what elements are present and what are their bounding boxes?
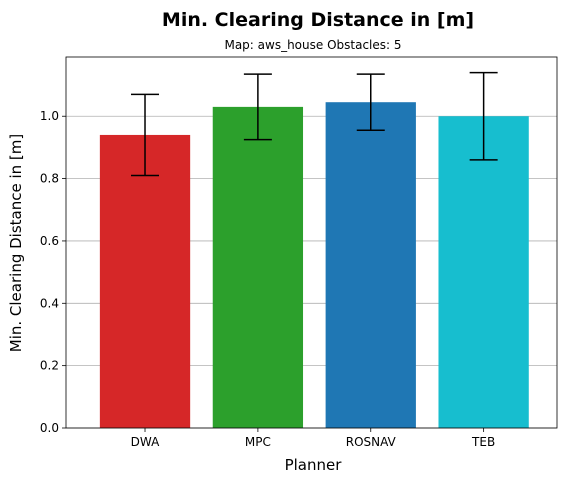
y-tick-label: 0.2 bbox=[40, 359, 59, 373]
y-tick-label: 0.8 bbox=[40, 172, 59, 186]
y-tick-label: 0.0 bbox=[40, 421, 59, 435]
y-tick-label: 0.4 bbox=[40, 296, 59, 310]
axes-frame bbox=[65, 56, 558, 429]
error-bars bbox=[131, 71, 498, 177]
x-tick-label: DWA bbox=[131, 435, 160, 449]
x-tick-label: TEB bbox=[471, 435, 495, 449]
bars bbox=[99, 102, 529, 429]
y-tick-label: 1.0 bbox=[40, 109, 59, 123]
y-axis-label: Min. Clearing Distance in [m] bbox=[7, 134, 25, 352]
x-tick-label: ROSNAV bbox=[346, 435, 397, 449]
x-axis-ticks: DWA MPC ROSNAV TEB bbox=[131, 428, 495, 449]
chart-title: Min. Clearing Distance in [m] bbox=[162, 9, 474, 31]
bar-dwa bbox=[99, 134, 191, 429]
y-tick-label: 0.6 bbox=[40, 234, 59, 248]
bar-teb bbox=[438, 116, 529, 428]
bar-mpc bbox=[212, 106, 304, 428]
x-axis-label: Planner bbox=[285, 456, 343, 474]
bar-rosnav bbox=[325, 102, 416, 429]
y-axis-ticks: 0.0 0.2 0.4 0.6 0.8 1.0 bbox=[40, 109, 66, 435]
x-tick-label: MPC bbox=[245, 435, 271, 449]
chart-subtitle: Map: aws_house Obstacles: 5 bbox=[224, 38, 401, 52]
